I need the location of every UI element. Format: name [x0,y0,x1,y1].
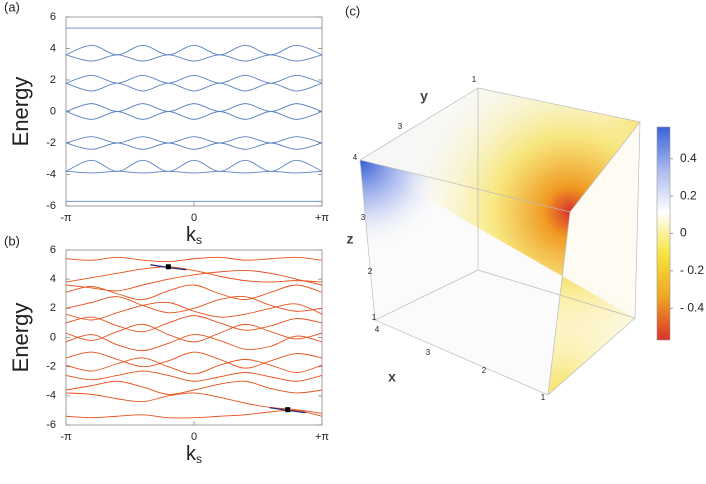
y-axis-label: y [420,88,428,104]
band-line [65,357,323,375]
y-tick-label: -2 [46,137,56,149]
band-line [65,256,323,263]
colorbar-tick-label: - 0.4 [680,300,704,314]
cube-edges [359,87,641,396]
crossing-marker [165,264,171,270]
x-axis-label-main: k [186,224,197,246]
y-tick-label: 4 [353,153,358,162]
band-line [65,295,323,314]
x-tick-label: -π [60,212,72,224]
y-tick-label: -6 [46,200,56,212]
x-tick-label: 0 [191,431,197,443]
band-line [65,159,323,172]
x-axis-label: ks [186,224,202,247]
band-line [65,409,323,419]
y-tick-label: 6 [50,11,56,23]
x-axis-label: ks [186,443,202,466]
panel-label: (b) [4,233,20,248]
y-tick-label: 1 [472,75,477,84]
x-tick-label: 4 [375,325,380,334]
y-axis-label: Energy [8,77,33,147]
x-axis-label-subscript: s [196,233,202,247]
y-tick-label: 4 [50,42,56,54]
band-line [65,44,323,56]
cube [359,87,641,396]
y-tick-label: 2 [50,74,56,86]
band-line [65,301,323,321]
y-tick-label: -4 [46,390,56,402]
band-line [65,334,323,352]
y-tick-label: -4 [46,168,56,180]
x-tick-label: 3 [426,348,431,357]
crossing-marker [285,407,291,413]
band-line [65,351,323,369]
y-tick-label: 3 [398,122,403,131]
y-tick-label: 4 [50,273,56,285]
band-line [65,142,323,150]
panel-label: (c) [345,3,360,18]
colorbar-tick-label: 0.4 [680,151,697,165]
colorbar-tick-label: - 0.2 [680,263,704,277]
x-tick-label: 2 [482,366,487,375]
x-axis-label-main: k [186,443,197,465]
band-line [65,370,323,382]
y-tick-label: 0 [50,105,56,117]
z-tick-label: 1 [372,313,377,322]
y-tick-label: -6 [46,419,56,431]
y-tick-label: 2 [50,302,56,314]
band-line [65,380,323,395]
x-tick-label: 0 [191,212,197,224]
band-line [65,82,323,92]
x-tick-label: +π [315,431,329,443]
band-line [65,74,323,84]
y-tick-label: 0 [50,331,56,343]
colorbar [656,126,671,341]
x-tick-label: 1 [541,393,546,402]
band-line [65,170,323,174]
y-tick-label: -2 [46,361,56,373]
y-axis-label: Energy [8,303,33,373]
z-axis-label: z [347,231,354,247]
x-axis-label: x [388,369,396,385]
band-line [65,266,323,283]
band-line [65,269,323,292]
panel-label: (a) [4,0,20,14]
band-line [65,284,323,301]
band-line [65,392,323,414]
band-line [65,103,323,112]
x-tick-label: +π [315,212,329,224]
band-line [65,323,323,343]
z-tick-label: 3 [361,213,366,222]
z-tick-label: 2 [368,267,373,276]
y-tick-label: 6 [50,244,56,256]
colorbar-tick-label: 0 [680,226,687,240]
x-tick-label: -π [60,431,72,443]
band-line [65,111,323,120]
x-axis-label-subscript: s [196,452,202,466]
cube-shading [548,122,640,395]
band-line [65,136,323,144]
band-line [65,54,323,62]
band-line [65,315,323,333]
colorbar-tick-label: 0.2 [680,188,697,202]
